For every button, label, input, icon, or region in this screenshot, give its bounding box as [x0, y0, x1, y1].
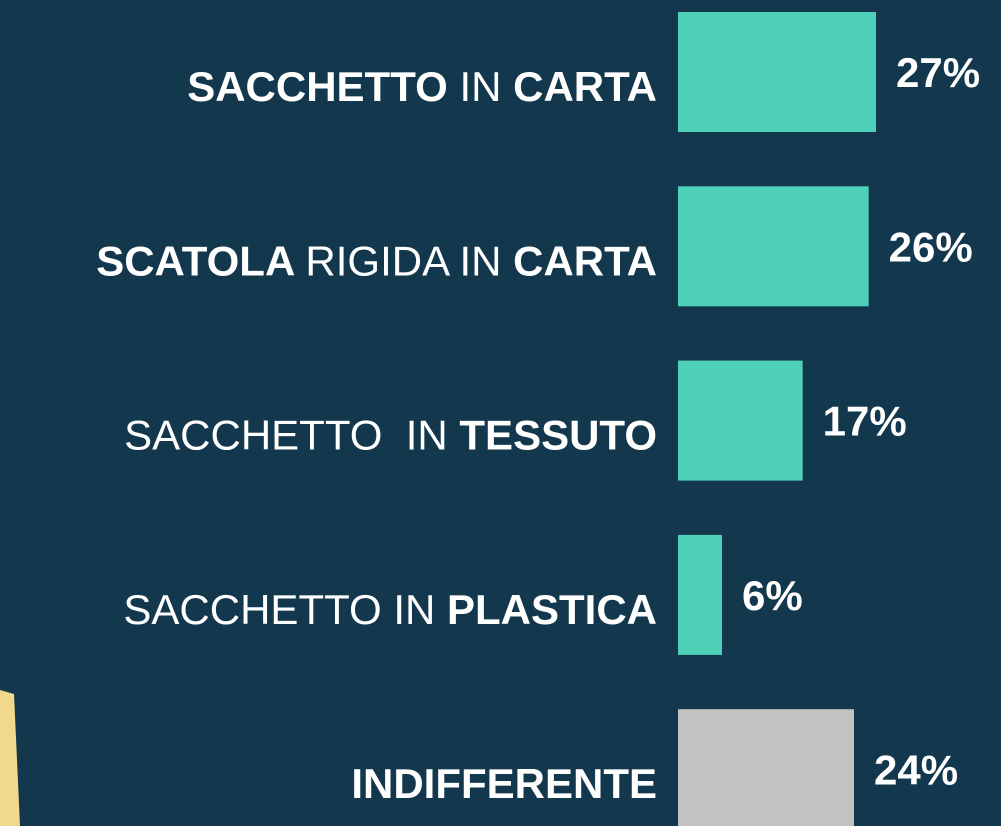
- category-label: SACCHETTO IN CARTA: [187, 63, 657, 110]
- label-part: CARTA: [513, 63, 657, 110]
- label-part: IN: [459, 63, 513, 110]
- value-label: 6%: [742, 572, 803, 619]
- value-label: 17%: [823, 398, 907, 445]
- category-label: SACCHETTO IN PLASTICA: [123, 586, 657, 633]
- value-label: 27%: [896, 49, 980, 96]
- label-part: TESSUTO: [459, 412, 657, 459]
- bar: [678, 360, 803, 481]
- label-part: PLASTICA: [447, 586, 657, 633]
- label-part: CARTA: [513, 237, 657, 284]
- label-part: INDIFFERENTE: [351, 760, 657, 807]
- label-part: SACCHETTO IN: [123, 586, 447, 633]
- category-label: INDIFFERENTE: [351, 760, 657, 807]
- bar: [678, 12, 876, 132]
- decoration: [0, 690, 20, 826]
- bar: [678, 709, 854, 826]
- value-label: 24%: [874, 746, 958, 793]
- label-part: SACCHETTO: [187, 63, 459, 110]
- category-label: SCATOLA RIGIDA IN CARTA: [96, 237, 657, 284]
- label-part: SCATOLA: [96, 237, 305, 284]
- bar: [678, 186, 869, 307]
- label-part: SACCHETTO IN: [124, 412, 459, 459]
- label-part: RIGIDA IN: [305, 237, 513, 284]
- value-label: 26%: [889, 223, 973, 270]
- bar: [678, 534, 722, 655]
- category-label: SACCHETTO IN TESSUTO: [124, 412, 657, 459]
